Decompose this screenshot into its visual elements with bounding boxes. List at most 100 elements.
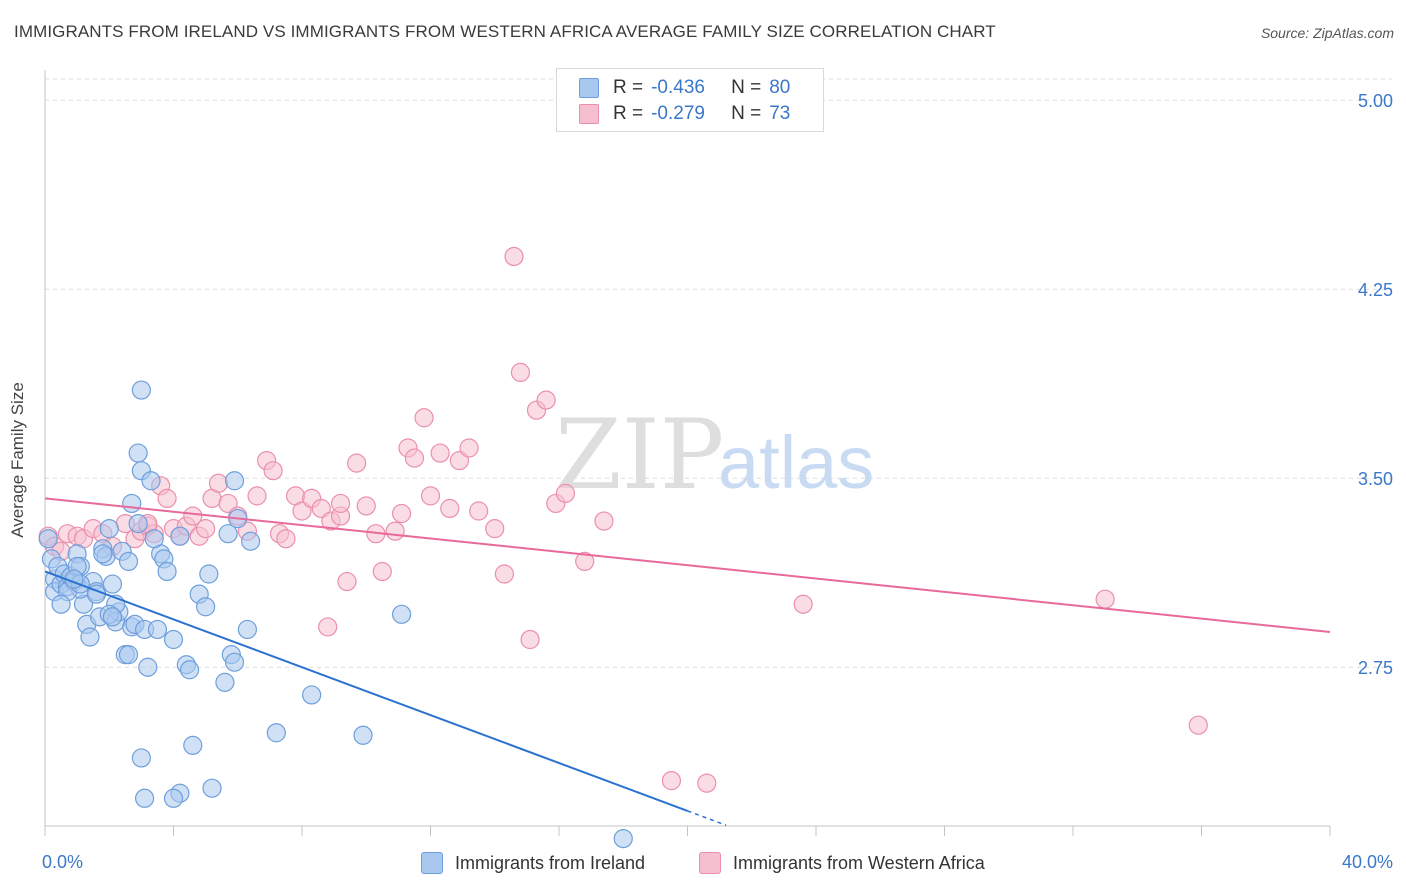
western-africa-point [157, 488, 177, 508]
western-africa-point [318, 617, 338, 637]
ireland-point [102, 574, 123, 594]
ireland-point [266, 723, 286, 743]
y-axis-title: Average Family Size [8, 382, 27, 538]
ireland-point [218, 524, 238, 544]
ireland-trend-line [44, 570, 688, 812]
legend-label-western-africa: Immigrants from Western Africa [733, 852, 985, 873]
ireland-point [131, 380, 151, 400]
y-tick-label: 4.25 [1358, 280, 1393, 300]
y-tick-label: 2.75 [1358, 658, 1393, 678]
ireland-point [199, 564, 219, 584]
western-africa-point [485, 519, 505, 539]
ireland-point [99, 519, 119, 539]
ireland-point [224, 652, 245, 672]
r-value-western-africa: -0.279 [651, 103, 705, 124]
western-africa-point [575, 551, 595, 572]
ireland-point [157, 561, 177, 582]
ireland-swatch [579, 78, 599, 98]
ireland-point [202, 778, 222, 798]
legend-item-ireland[interactable]: Immigrants from Ireland [421, 852, 645, 874]
ireland-point [118, 551, 139, 572]
r-label: R = [613, 103, 644, 124]
ireland-point [38, 529, 58, 549]
ireland-point [93, 544, 113, 564]
n-label: N = [731, 103, 762, 124]
western-africa-point [510, 362, 531, 382]
ireland-point [141, 471, 161, 491]
series-legend: Immigrants from Ireland Immigrants from … [0, 852, 1406, 878]
ireland-point [163, 788, 184, 808]
ireland-point [163, 629, 184, 650]
ireland-point [241, 531, 261, 551]
western-africa-point [1188, 715, 1208, 735]
western-africa-point [430, 443, 450, 463]
western-africa-point [440, 498, 460, 519]
western-africa-point [504, 246, 524, 267]
western-africa-point [385, 521, 405, 541]
western-africa-point [208, 473, 229, 493]
ireland-trend-extension [687, 810, 727, 826]
ireland-point [353, 725, 373, 745]
watermark: ZIP atlas [555, 399, 874, 511]
ireland-point [122, 493, 142, 514]
western-africa-point [356, 496, 376, 516]
western-africa-point [793, 594, 813, 614]
ireland-point [144, 529, 164, 549]
ireland-point [302, 685, 322, 705]
source-label: Source: ZipAtlas.com [1260, 25, 1394, 41]
ireland-point [215, 672, 235, 692]
x-tick-max: 40.0% [1341, 852, 1393, 872]
ireland-point [237, 619, 257, 640]
correlation-legend: R = -0.436 N = 80 R = -0.279 N = 73 [556, 68, 824, 132]
western-africa-point [347, 453, 367, 473]
watermark-zip: ZIP [555, 399, 724, 511]
western-africa-point [420, 486, 441, 506]
n-value-ireland: 80 [769, 77, 791, 98]
western-africa-point [594, 511, 614, 531]
axes [44, 70, 1331, 836]
ireland-legend-swatch [421, 852, 443, 874]
western-africa-point [337, 571, 357, 592]
ireland-point [183, 735, 203, 755]
ireland-points [38, 380, 633, 849]
western-africa-point [247, 486, 267, 506]
legend-item-western-africa[interactable]: Immigrants from Western Africa [699, 852, 985, 874]
western-africa-point [697, 773, 717, 793]
western-africa-point [555, 483, 576, 503]
western-africa-point [404, 448, 425, 468]
western-africa-swatch [579, 104, 599, 124]
ireland-point [613, 828, 633, 849]
ireland-point [138, 657, 158, 677]
western-africa-legend-swatch [699, 852, 721, 874]
ireland-point [224, 471, 245, 491]
ireland-point [134, 788, 155, 808]
y-tick-labels: 2.75 3.50 4.25 5.00 [1358, 91, 1393, 678]
western-africa-point [391, 503, 412, 524]
western-africa-point [536, 390, 556, 410]
western-africa-point [183, 506, 203, 526]
legend-row-western-africa: R = -0.279 N = 73 [579, 102, 790, 126]
western-africa-point [1095, 589, 1115, 609]
western-africa-point [196, 519, 216, 539]
n-value-western-africa: 73 [769, 103, 791, 124]
western-africa-point [330, 493, 351, 514]
western-africa-point [661, 771, 682, 791]
ireland-point [179, 660, 200, 680]
western-africa-trend-line [44, 497, 1331, 633]
ireland-point [391, 604, 412, 624]
ireland-point [170, 526, 190, 546]
western-africa-point [372, 561, 392, 582]
y-tick-label: 3.50 [1358, 469, 1393, 489]
ireland-point [80, 627, 100, 647]
grid-lines [45, 78, 1392, 668]
legend-label-ireland: Immigrants from Ireland [455, 852, 646, 873]
r-label: R = [613, 77, 644, 98]
trend-lines [44, 497, 1331, 826]
chart-title: IMMIGRANTS FROM IRELAND VS IMMIGRANTS FR… [14, 22, 996, 41]
ireland-point [51, 594, 71, 614]
r-value-ireland: -0.436 [651, 77, 705, 98]
western-africa-point [276, 529, 296, 549]
ireland-point [102, 607, 123, 627]
watermark-atlas: atlas [718, 421, 874, 504]
